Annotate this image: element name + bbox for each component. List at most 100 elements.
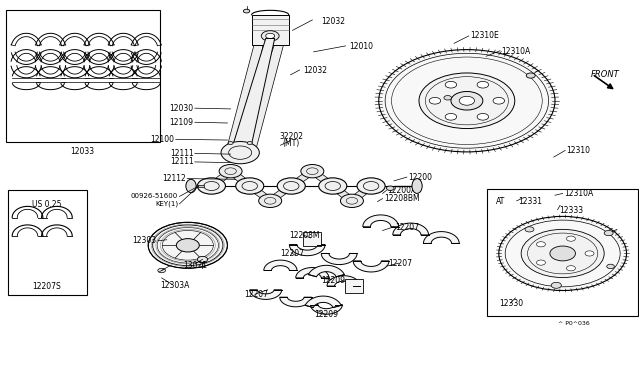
Circle shape — [261, 31, 279, 41]
Circle shape — [158, 268, 166, 273]
Circle shape — [536, 260, 545, 265]
Circle shape — [259, 194, 282, 208]
Bar — [487, 189, 638, 317]
Polygon shape — [363, 215, 399, 227]
Text: 12209: 12209 — [321, 276, 345, 285]
Circle shape — [219, 164, 242, 178]
Text: 12032: 12032 — [321, 17, 345, 26]
Text: 12208M: 12208M — [289, 231, 319, 240]
Circle shape — [550, 246, 575, 261]
Text: 12207: 12207 — [388, 259, 412, 268]
Text: 12310E: 12310E — [470, 31, 499, 41]
Polygon shape — [321, 253, 357, 264]
Circle shape — [493, 97, 504, 104]
Text: 12207: 12207 — [244, 291, 268, 299]
Polygon shape — [280, 297, 312, 307]
Circle shape — [566, 236, 575, 241]
Circle shape — [551, 282, 561, 288]
Bar — [196, 185, 204, 187]
Text: 12032: 12032 — [303, 66, 328, 75]
Polygon shape — [305, 296, 341, 308]
Text: 12100: 12100 — [150, 135, 174, 144]
Circle shape — [607, 264, 614, 269]
Text: 12331: 12331 — [518, 197, 542, 206]
Polygon shape — [353, 261, 389, 272]
Polygon shape — [285, 171, 318, 186]
Text: KEY(1): KEY(1) — [155, 201, 178, 207]
Text: 12303: 12303 — [132, 236, 157, 246]
Polygon shape — [244, 186, 276, 201]
Text: 12033: 12033 — [70, 147, 95, 156]
Text: 00926-51600: 00926-51600 — [131, 193, 178, 199]
Circle shape — [148, 222, 227, 268]
Polygon shape — [230, 38, 275, 153]
Circle shape — [444, 96, 452, 100]
Polygon shape — [307, 171, 339, 186]
Text: 12200: 12200 — [408, 173, 432, 182]
Circle shape — [526, 73, 535, 78]
Circle shape — [566, 266, 575, 271]
Polygon shape — [225, 171, 255, 186]
Text: 12208BM: 12208BM — [384, 194, 419, 203]
Circle shape — [536, 242, 545, 247]
Polygon shape — [327, 186, 358, 201]
Bar — [8, 190, 87, 295]
Text: 12209: 12209 — [314, 311, 339, 320]
Text: 12330: 12330 — [500, 299, 524, 308]
Text: 32202: 32202 — [279, 132, 303, 141]
Circle shape — [221, 141, 259, 164]
Circle shape — [340, 194, 364, 208]
Text: 12112: 12112 — [162, 174, 186, 183]
Circle shape — [460, 96, 474, 105]
Bar — [252, 15, 289, 45]
Text: 12310A: 12310A — [501, 46, 531, 55]
Polygon shape — [289, 244, 325, 256]
Polygon shape — [236, 42, 284, 154]
Polygon shape — [264, 186, 297, 201]
Text: 12010: 12010 — [349, 42, 373, 51]
Polygon shape — [310, 305, 342, 314]
Text: US 0.25: US 0.25 — [32, 200, 61, 209]
Text: 12030: 12030 — [170, 104, 193, 113]
Text: 12303A: 12303A — [160, 281, 189, 290]
Text: 12109: 12109 — [170, 118, 193, 127]
Bar — [303, 232, 321, 246]
Circle shape — [525, 227, 534, 232]
Circle shape — [477, 113, 488, 120]
Text: AT: AT — [496, 197, 506, 206]
Polygon shape — [346, 186, 377, 201]
Circle shape — [604, 231, 613, 235]
Polygon shape — [424, 232, 460, 243]
Polygon shape — [393, 223, 429, 235]
Circle shape — [379, 49, 555, 152]
Polygon shape — [264, 260, 297, 270]
Circle shape — [266, 33, 275, 38]
Circle shape — [357, 178, 385, 194]
Text: 12111: 12111 — [170, 157, 193, 166]
Text: 12111: 12111 — [170, 149, 193, 158]
Text: 12207: 12207 — [396, 223, 419, 232]
Text: 12310: 12310 — [566, 146, 591, 155]
Circle shape — [236, 178, 264, 194]
Text: 13021: 13021 — [183, 261, 207, 270]
Circle shape — [419, 73, 515, 129]
Circle shape — [445, 81, 457, 88]
Bar — [345, 279, 363, 293]
Text: 12333: 12333 — [559, 206, 583, 215]
Text: 12207: 12207 — [280, 249, 305, 258]
Circle shape — [387, 186, 394, 190]
Circle shape — [247, 141, 252, 144]
Circle shape — [197, 256, 207, 262]
Circle shape — [445, 113, 457, 120]
Circle shape — [277, 178, 305, 194]
Circle shape — [521, 230, 604, 278]
Text: (MT): (MT) — [283, 139, 300, 148]
Circle shape — [301, 164, 324, 178]
Polygon shape — [205, 171, 236, 186]
Ellipse shape — [186, 179, 196, 193]
Circle shape — [429, 97, 441, 104]
Circle shape — [477, 81, 488, 88]
Circle shape — [451, 92, 483, 110]
Circle shape — [176, 238, 199, 252]
Text: 12200A: 12200A — [388, 186, 417, 195]
